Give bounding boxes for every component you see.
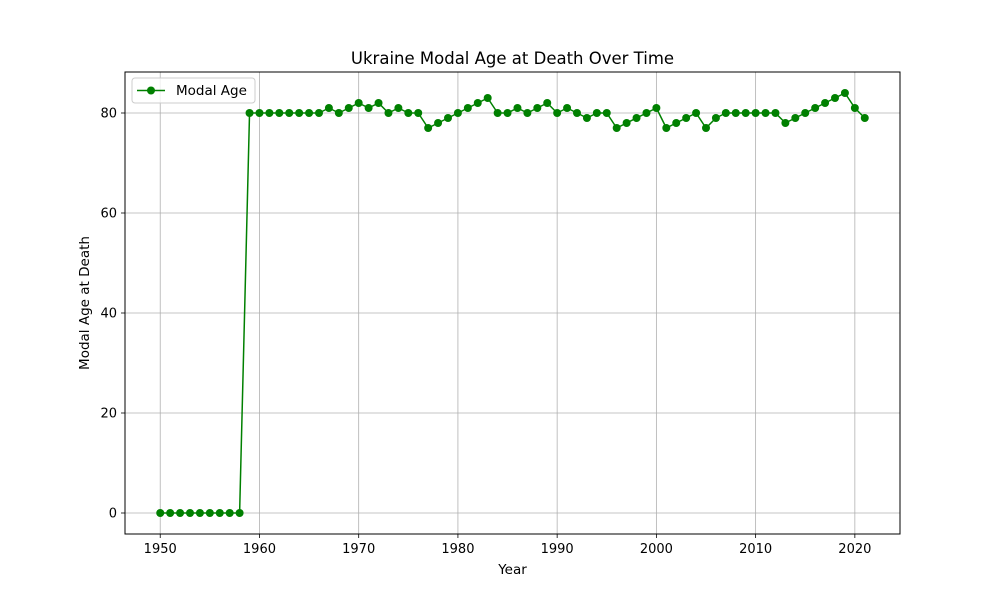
data-point	[850, 104, 859, 112]
y-tick-label: 60	[100, 207, 117, 222]
legend-label-modal-age: Modal Age	[176, 83, 247, 99]
data-point	[771, 109, 780, 117]
data-point	[751, 109, 760, 117]
data-point	[543, 99, 552, 107]
data-point	[166, 509, 175, 517]
data-point	[761, 109, 770, 117]
chart-title: Ukraine Modal Age at Death Over Time	[351, 49, 674, 68]
data-point	[513, 104, 522, 112]
data-point	[185, 509, 194, 517]
data-point	[453, 109, 462, 117]
data-point	[592, 109, 601, 117]
data-point	[741, 109, 750, 117]
data-point	[602, 109, 611, 117]
data-point	[374, 99, 383, 107]
data-point	[563, 104, 572, 112]
data-point	[612, 124, 621, 132]
data-point	[553, 109, 562, 117]
data-point	[215, 509, 224, 517]
legend-marker-sample	[147, 86, 155, 95]
series-layer	[156, 89, 869, 517]
y-tick-label: 40	[100, 307, 117, 322]
data-point	[235, 509, 244, 517]
data-point	[245, 109, 254, 117]
data-point	[731, 109, 740, 117]
ticks-layer: 1950 1960 1970 1980 1990 2000 2010 2020 0 20 40 60 8…	[100, 107, 871, 558]
data-point	[622, 119, 631, 127]
y-tick-label: 20	[100, 407, 117, 422]
y-tick-label: 0	[109, 507, 117, 522]
x-axis-title: Year	[497, 562, 527, 578]
data-point	[702, 124, 711, 132]
data-point	[632, 114, 641, 122]
x-tick-label: 1960	[243, 542, 276, 557]
data-point	[721, 109, 730, 117]
data-point	[662, 124, 671, 132]
data-point	[176, 509, 185, 517]
data-point	[324, 104, 333, 112]
data-point	[434, 119, 443, 127]
data-point	[205, 509, 214, 517]
data-point	[493, 109, 502, 117]
data-point	[424, 124, 433, 132]
x-tick-label: 2010	[739, 542, 772, 557]
data-point	[275, 109, 284, 117]
data-point	[573, 109, 582, 117]
data-point	[404, 109, 413, 117]
data-point	[295, 109, 304, 117]
data-point	[642, 109, 651, 117]
legend: Modal Age	[131, 77, 256, 104]
x-tick-label: 1970	[342, 542, 375, 557]
data-point	[860, 114, 869, 122]
data-point	[334, 109, 343, 117]
x-tick-label: 1950	[144, 542, 177, 557]
data-point	[582, 114, 591, 122]
data-point	[692, 109, 701, 117]
data-point	[305, 109, 314, 117]
data-point	[652, 104, 661, 112]
data-point	[711, 114, 720, 122]
data-point	[195, 509, 204, 517]
data-point	[533, 104, 542, 112]
grid-layer	[125, 72, 900, 534]
y-axis-title: Modal Age at Death	[77, 236, 93, 370]
data-point	[364, 104, 373, 112]
data-point	[156, 509, 165, 517]
data-point	[672, 119, 681, 127]
data-point	[255, 109, 264, 117]
data-point	[414, 109, 423, 117]
plot-frame	[124, 71, 901, 535]
data-point	[821, 99, 830, 107]
data-point	[463, 104, 472, 112]
data-point	[394, 104, 403, 112]
data-point	[354, 99, 363, 107]
data-point	[483, 94, 492, 102]
data-point	[225, 509, 234, 517]
data-point	[314, 109, 323, 117]
data-point	[503, 109, 512, 117]
legend-box	[131, 77, 256, 104]
data-point	[523, 109, 532, 117]
data-point	[811, 104, 820, 112]
x-tick-label: 2020	[838, 542, 871, 557]
data-point	[801, 109, 810, 117]
data-point	[781, 119, 790, 127]
data-point	[384, 109, 393, 117]
x-tick-label: 1980	[441, 542, 474, 557]
x-tick-label: 2000	[640, 542, 673, 557]
data-point	[344, 104, 353, 112]
data-point	[265, 109, 274, 117]
data-point	[840, 89, 849, 97]
data-point	[285, 109, 294, 117]
data-point	[831, 94, 840, 102]
x-tick-label: 1990	[541, 542, 574, 557]
data-point	[791, 114, 800, 122]
data-point	[443, 114, 452, 122]
data-point	[682, 114, 691, 122]
data-point	[473, 99, 482, 107]
y-tick-label: 80	[100, 107, 117, 122]
